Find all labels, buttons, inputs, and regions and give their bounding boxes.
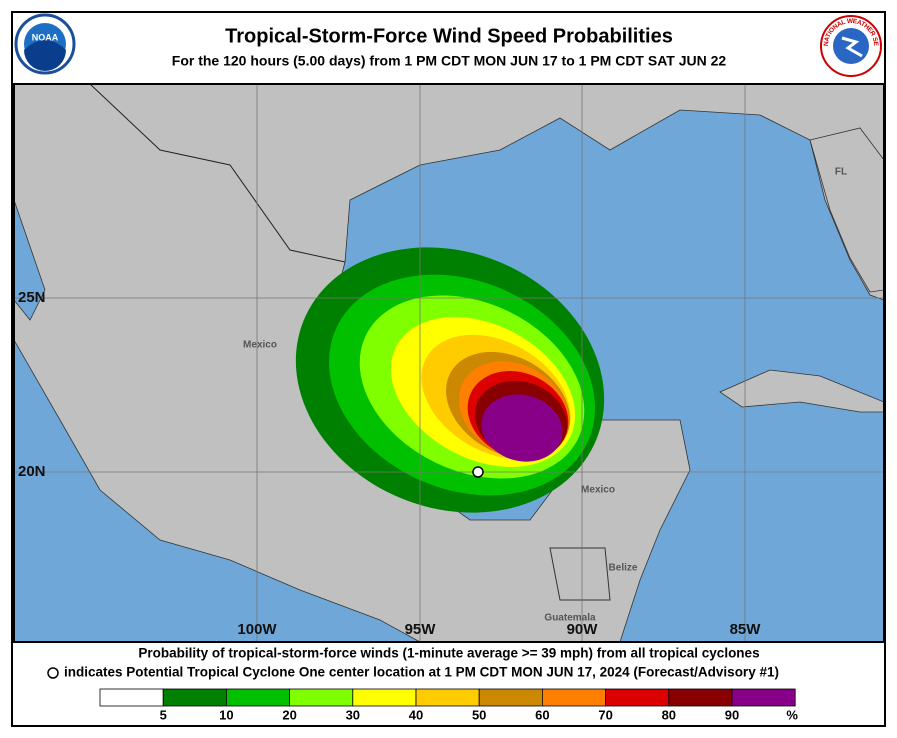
subtitle: For the 120 hours (5.00 days) from 1 PM …	[172, 53, 727, 69]
map-border	[13, 83, 885, 643]
legend-swatch	[731, 688, 796, 707]
noaa-logo: NOAA	[14, 13, 76, 75]
legend-swatch	[415, 688, 480, 707]
legend-label: 20	[282, 707, 296, 722]
legend-label: 60	[535, 707, 549, 722]
legend: 5 10 20 30 40 50 60 70 80 90%	[99, 688, 798, 722]
legend-label: 40	[409, 707, 423, 722]
lon-label: 95W	[405, 621, 437, 638]
caption: Probability of tropical-storm-force wind…	[138, 646, 759, 661]
place-label: Mexico	[581, 485, 615, 496]
legend-label: 30	[346, 707, 360, 722]
title: Tropical-Storm-Force Wind Speed Probabil…	[225, 25, 673, 47]
lon-label: 90W	[567, 621, 599, 638]
legend-label: 90	[725, 707, 739, 722]
lon-label: 100W	[237, 621, 277, 638]
lon-label: 85W	[730, 621, 762, 638]
legend-swatch	[225, 688, 290, 707]
legend-swatch	[668, 688, 733, 707]
legend-label: 50	[472, 707, 486, 722]
border	[89, 84, 346, 263]
legend-label: 80	[662, 707, 676, 722]
pacific	[14, 339, 421, 642]
legend-swatch	[478, 688, 543, 707]
place-label: FL	[835, 167, 847, 178]
storm-center	[472, 466, 484, 478]
legend-swatch	[289, 688, 354, 707]
caption: indicates Potential Tropical Cyclone One…	[64, 665, 779, 680]
center-symbol	[47, 667, 59, 679]
legend-swatch	[162, 688, 227, 707]
probability-contours	[295, 247, 605, 513]
florida	[809, 127, 884, 293]
lat-label: 25N	[18, 289, 46, 306]
legend-unit: %	[786, 707, 798, 722]
map: 25N 20N 100W 95W 90W 85W Mexico FL Mexic…	[14, 84, 884, 642]
place-label: Mexico	[243, 340, 277, 351]
lat-label: 20N	[18, 463, 46, 480]
graticule	[14, 84, 884, 642]
legend-swatch	[99, 688, 164, 707]
legend-label: 10	[219, 707, 233, 722]
legend-swatch	[605, 688, 670, 707]
legend-swatch	[352, 688, 417, 707]
legend-swatch	[542, 688, 607, 707]
place-label: Belize	[609, 563, 638, 574]
border	[549, 547, 611, 601]
legend-label: 70	[598, 707, 612, 722]
contour-level	[481, 394, 563, 462]
gulf-of-california	[14, 199, 46, 321]
cuba	[719, 369, 884, 413]
logo-text: NOAA	[32, 32, 59, 42]
place-label: Guatemala	[544, 613, 596, 624]
legend-label: 5	[160, 707, 167, 722]
